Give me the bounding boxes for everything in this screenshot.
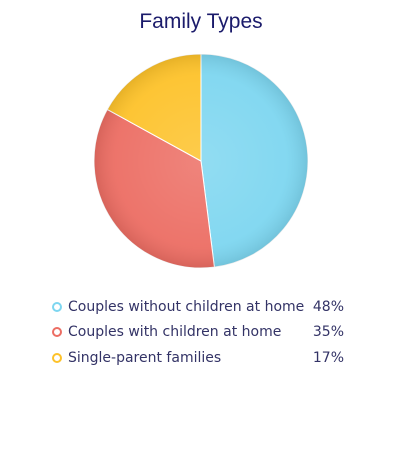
chart-title: Family Types xyxy=(139,10,263,33)
legend-label: Single-parent families xyxy=(68,349,222,366)
pie-slice-couples-without-children[interactable] xyxy=(200,53,309,268)
legend-marker-icon xyxy=(52,352,62,363)
legend-item-single-parent-families[interactable]: Single-parent families 17% xyxy=(52,345,344,371)
legend-label: Couples with children at home xyxy=(68,324,282,341)
legend: Couples without children at home 48% Cou… xyxy=(52,294,344,371)
legend-marker-icon xyxy=(52,327,62,338)
legend-marker-icon xyxy=(52,301,62,312)
legend-label: Couples without children at home xyxy=(68,298,305,315)
legend-item-couples-with-children[interactable]: Couples with children at home 35% xyxy=(52,320,344,346)
legend-value: 17% xyxy=(312,349,344,366)
pie-chart xyxy=(93,53,309,269)
legend-value: 35% xyxy=(312,324,344,341)
legend-value: 48% xyxy=(312,298,344,315)
legend-item-couples-without-children[interactable]: Couples without children at home 48% xyxy=(52,294,344,320)
